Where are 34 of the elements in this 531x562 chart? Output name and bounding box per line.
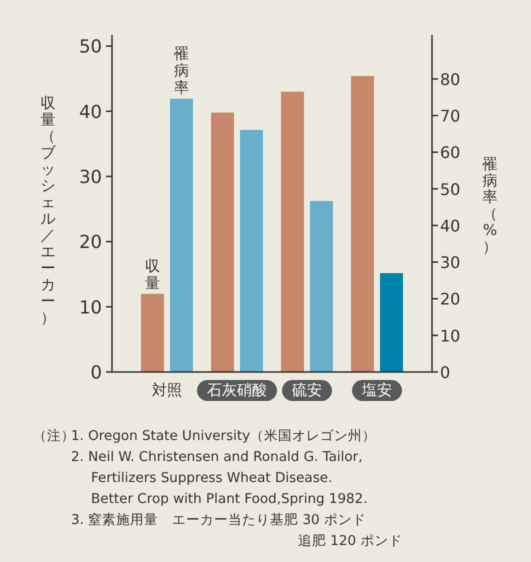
bar xyxy=(310,200,333,372)
text: 1. Oregon State University（米国オレゴン州） xyxy=(71,428,376,444)
bar xyxy=(351,76,374,372)
series-label: 罹病率 xyxy=(173,44,189,97)
y-tick-label: 50 xyxy=(79,36,102,58)
x-tick-label: 硫安 xyxy=(292,381,322,399)
x-tick-label: 塩安 xyxy=(361,381,392,399)
y2-tick-label: 70 xyxy=(440,106,460,126)
y2-axis-title: 罹病率（%） xyxy=(482,154,498,256)
y2-tick-label: 0 xyxy=(440,363,450,382)
y2-tick-label: 40 xyxy=(440,216,460,236)
y2-tick-label: 50 xyxy=(440,180,460,199)
y-tick-label: 20 xyxy=(79,232,102,254)
y-tick-label: 40 xyxy=(79,102,102,123)
y-axis-title: 収量（ブッシェル／エーカー） xyxy=(40,94,56,326)
y-tick-label: 10 xyxy=(79,297,102,318)
y-tick-label: 0 xyxy=(90,362,102,384)
bar xyxy=(170,98,193,372)
y2-tick-label: 20 xyxy=(440,290,460,309)
x-tick-label: 石灰硝酸 xyxy=(207,381,267,399)
bar xyxy=(240,130,263,372)
text: 3. 窒素施用量 エーカー当たり基肥 30 ポンド xyxy=(71,512,366,528)
bar xyxy=(141,294,164,372)
y2-tick-label: 10 xyxy=(440,326,460,346)
text: 追肥 120 ポンド xyxy=(298,533,402,549)
y2-tick-label: 60 xyxy=(440,143,460,162)
bar xyxy=(211,112,234,372)
series-label: 収量 xyxy=(145,256,160,292)
y-tick-label: 30 xyxy=(79,166,102,188)
y2-tick-label: 30 xyxy=(440,253,460,272)
bar xyxy=(281,92,304,372)
text: 2. Neil W. Christensen and Ronald G. Tailor, Fertilizers Suppress Wheat Disease. Better Crop with Plant Food,Spring 1982. xyxy=(71,449,368,507)
bar xyxy=(380,273,403,372)
y2-tick-label: 80 xyxy=(440,70,460,89)
